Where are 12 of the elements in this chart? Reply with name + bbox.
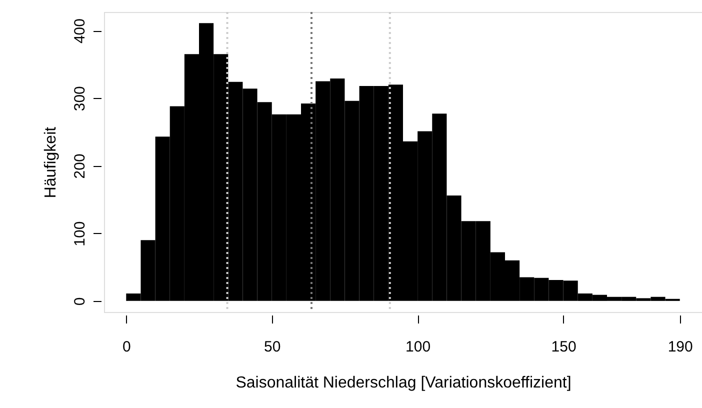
y-tick-label: 300	[72, 86, 88, 112]
y-axis-title: Häufigkeit	[42, 126, 60, 198]
x-tick-label: 190	[668, 338, 693, 356]
x-axis-title: Saisonalität Niederschlag [Variationskoeffizient]	[236, 374, 572, 392]
y-tick-label: 100	[72, 221, 88, 246]
y-tick-label: 0	[72, 297, 88, 306]
y-tick-label: 400	[72, 18, 88, 44]
x-tick-label: 0	[122, 338, 131, 356]
x-tick-label: 150	[551, 338, 576, 356]
y-tick-label: 200	[72, 154, 88, 179]
x-tick-label: 50	[264, 338, 281, 356]
x-tick-label: 100	[406, 338, 431, 356]
